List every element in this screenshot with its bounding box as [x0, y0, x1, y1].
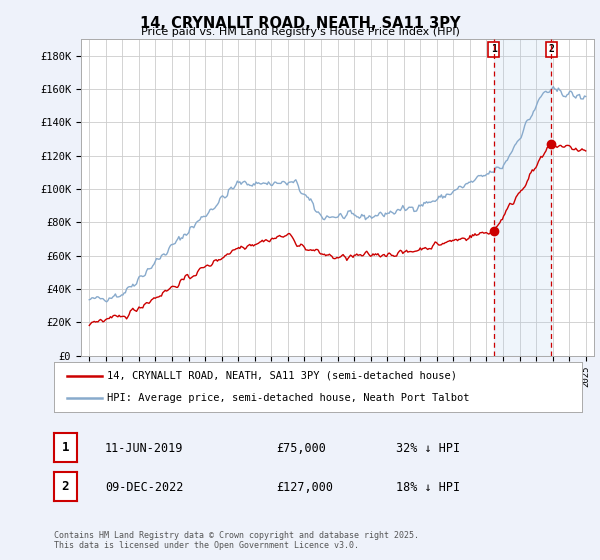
Text: 2: 2: [62, 480, 69, 493]
Text: 14, CRYNALLT ROAD, NEATH, SA11 3PY: 14, CRYNALLT ROAD, NEATH, SA11 3PY: [140, 16, 460, 31]
Text: 1: 1: [491, 44, 497, 54]
Text: 18% ↓ HPI: 18% ↓ HPI: [396, 480, 460, 494]
Text: £127,000: £127,000: [276, 480, 333, 494]
Text: Contains HM Land Registry data © Crown copyright and database right 2025.
This d: Contains HM Land Registry data © Crown c…: [54, 530, 419, 550]
Text: 14, CRYNALLT ROAD, NEATH, SA11 3PY (semi-detached house): 14, CRYNALLT ROAD, NEATH, SA11 3PY (semi…: [107, 371, 457, 381]
Bar: [494, 39, 551, 356]
Text: 09-DEC-2022: 09-DEC-2022: [105, 480, 184, 494]
Text: 1: 1: [62, 441, 69, 454]
Text: 32% ↓ HPI: 32% ↓ HPI: [396, 441, 460, 455]
Text: £75,000: £75,000: [276, 441, 326, 455]
Text: HPI: Average price, semi-detached house, Neath Port Talbot: HPI: Average price, semi-detached house,…: [107, 393, 469, 403]
Text: 2: 2: [548, 44, 554, 54]
Text: 11-JUN-2019: 11-JUN-2019: [105, 441, 184, 455]
Text: Price paid vs. HM Land Registry's House Price Index (HPI): Price paid vs. HM Land Registry's House …: [140, 27, 460, 37]
